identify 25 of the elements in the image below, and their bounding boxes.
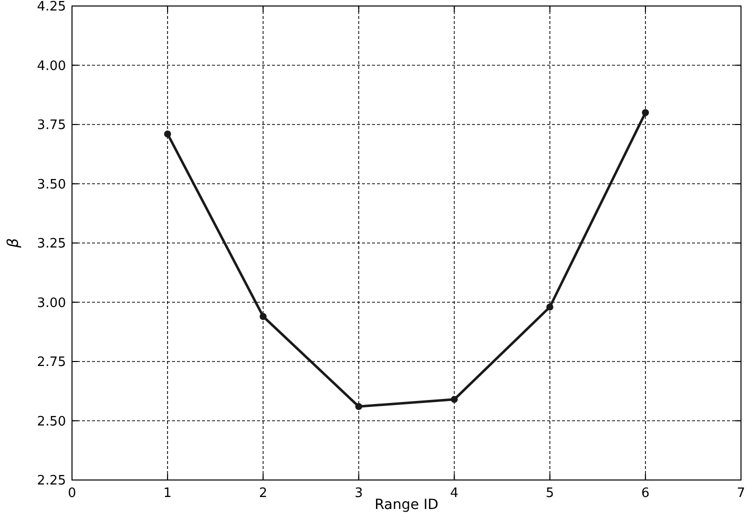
point — [642, 109, 649, 116]
y-tick-label: 2.25 — [37, 474, 66, 489]
y-tick-label: 4.00 — [37, 58, 66, 74]
y-tick-label: 2.75 — [37, 355, 66, 370]
point — [164, 130, 172, 138]
y-tick-label: 3.00 — [37, 296, 66, 311]
y-tick-label: 2.50 — [37, 414, 66, 430]
x-tick-label: 4 — [450, 486, 458, 501]
x-tick-label: 5 — [546, 486, 554, 501]
point — [546, 303, 554, 310]
y-tick-label: 3.75 — [37, 118, 66, 134]
x-tick-label: 6 — [641, 486, 650, 501]
point — [260, 312, 267, 320]
point — [450, 396, 458, 403]
y-tick-label: 3.25 — [37, 236, 66, 252]
x-tick-label: 2 — [259, 486, 268, 501]
x-tick-label: 3 — [354, 486, 363, 501]
y-tick-label: 3.50 — [37, 177, 66, 192]
x-axis-title: Range ID — [374, 497, 438, 513]
x-tick-label: 0 — [68, 486, 76, 501]
x-tick-label: 1 — [163, 486, 172, 501]
x-tick-label: 7 — [736, 486, 746, 501]
y-axis-title: β — [4, 238, 22, 249]
y-tick-label: 4.25 — [37, 0, 66, 15]
point — [355, 403, 362, 410]
